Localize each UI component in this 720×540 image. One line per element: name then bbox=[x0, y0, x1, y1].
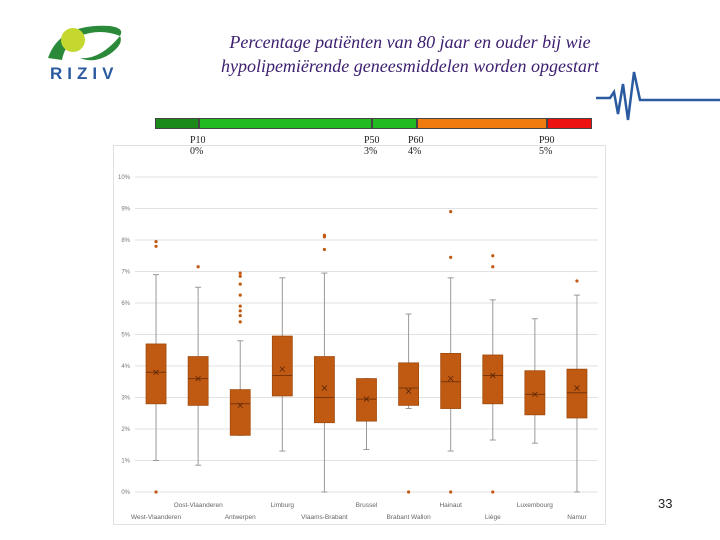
outlier-point bbox=[154, 244, 158, 248]
percentile-label: P90 bbox=[539, 135, 555, 146]
outlier-point bbox=[491, 254, 495, 258]
box bbox=[229, 389, 251, 436]
slide-title-line-2: hypolipemiërende geneesmiddelen worden o… bbox=[220, 56, 600, 76]
percentile-marker-p50: P50 3% bbox=[364, 135, 380, 157]
page-number: 33 bbox=[658, 496, 673, 511]
percentile-band-p50-p60 bbox=[372, 118, 417, 129]
outlier-point bbox=[238, 320, 242, 324]
mean-marker bbox=[279, 366, 286, 372]
outlier-point bbox=[491, 265, 495, 269]
outlier-point bbox=[238, 282, 242, 286]
mean-marker bbox=[405, 388, 412, 394]
y-tick-label: 2% bbox=[121, 427, 130, 433]
outlier-point bbox=[238, 274, 242, 278]
outlier-point bbox=[491, 490, 495, 494]
outlier-point bbox=[196, 265, 200, 269]
mean-marker bbox=[574, 385, 580, 391]
y-tick-label: 5% bbox=[121, 333, 130, 339]
mean-marker bbox=[363, 396, 370, 402]
outlier-point bbox=[154, 490, 158, 494]
outlier-point bbox=[238, 304, 242, 308]
mean-marker bbox=[321, 385, 328, 391]
percentile-value: 3% bbox=[364, 146, 378, 157]
box bbox=[145, 343, 167, 405]
mean-marker bbox=[532, 391, 538, 398]
box bbox=[566, 368, 588, 419]
x-tick-label: Hainaut bbox=[439, 502, 462, 509]
percentile-value: 5% bbox=[539, 146, 553, 157]
outlier-point bbox=[449, 255, 453, 259]
percentile-marker-p90: P90 5% bbox=[539, 135, 555, 157]
box bbox=[398, 362, 419, 406]
box bbox=[440, 352, 462, 409]
outlier-point bbox=[406, 490, 411, 494]
riziv-logo-graphic bbox=[48, 25, 122, 61]
y-tick-label: 3% bbox=[121, 396, 130, 402]
box bbox=[524, 370, 546, 416]
outlier-point bbox=[449, 490, 453, 494]
percentile-label: P50 bbox=[364, 135, 380, 146]
x-tick-label: Namur bbox=[567, 514, 587, 521]
box bbox=[271, 335, 293, 397]
mean-marker bbox=[489, 372, 496, 379]
slide-title-line-1: Percentage patiënten van 80 jaar en oude… bbox=[229, 32, 591, 52]
outlier-point bbox=[154, 239, 158, 244]
chart-frame bbox=[113, 145, 606, 525]
mean-marker bbox=[447, 375, 454, 382]
x-tick-label: Brabant Wallon bbox=[386, 514, 431, 521]
x-tick-label: Limburg bbox=[271, 502, 295, 509]
percentile-value: 0% bbox=[190, 146, 204, 157]
outlier-point bbox=[575, 279, 579, 283]
percentile-band-p10-p50 bbox=[199, 118, 372, 129]
percentile-band-p60-p90 bbox=[417, 118, 547, 129]
x-tick-label: Antwerpen bbox=[225, 514, 256, 521]
y-tick-label: 7% bbox=[121, 270, 130, 276]
box bbox=[482, 354, 504, 405]
box bbox=[356, 378, 377, 422]
percentile-label: P60 bbox=[408, 135, 424, 146]
y-tick-label: 0% bbox=[121, 490, 130, 496]
x-tick-label: West-Vlaanderen bbox=[131, 514, 181, 521]
x-tick-label: Vlaams-Brabant bbox=[301, 514, 348, 521]
logo-swoosh-lower bbox=[80, 36, 121, 61]
y-tick-label: 4% bbox=[121, 364, 130, 370]
y-tick-label: 9% bbox=[121, 207, 130, 213]
boxplot-chart: 0% 1% 2% 3% 4% 5% 6% 7% 8% 9% 10% West-Vlaanderen Oo… bbox=[118, 175, 598, 521]
y-tick-label: 1% bbox=[121, 459, 130, 465]
x-tick-label: Oost-Vlaanderen bbox=[174, 502, 224, 509]
percentile-marker-p10: P10 0% bbox=[190, 135, 206, 157]
mean-marker bbox=[153, 369, 159, 376]
x-tick-label: Luxembourg bbox=[517, 502, 554, 509]
outlier-point bbox=[238, 293, 242, 297]
outlier-point bbox=[322, 247, 327, 252]
y-tick-label: 10% bbox=[118, 175, 131, 181]
box bbox=[314, 356, 335, 424]
mean-marker bbox=[195, 375, 201, 382]
logo-circle bbox=[61, 28, 85, 52]
x-tick-label: Liège bbox=[485, 514, 501, 521]
x-tick-label: Brussel bbox=[356, 502, 378, 509]
mean-marker bbox=[237, 402, 244, 409]
slide-title: Percentage patiënten van 80 jaar en oude… bbox=[170, 30, 650, 78]
percentile-band-p0-p10 bbox=[155, 118, 199, 129]
percentile-band-p90-max bbox=[547, 118, 592, 129]
y-tick-label: 6% bbox=[121, 301, 130, 307]
heartbeat-line-icon bbox=[596, 71, 720, 121]
outlier-point bbox=[322, 233, 327, 237]
y-tick-label: 8% bbox=[121, 238, 130, 244]
outlier-point bbox=[238, 271, 242, 275]
outlier-point bbox=[449, 210, 453, 214]
outlier-point bbox=[238, 314, 242, 318]
percentile-marker-p60: P60 4% bbox=[408, 135, 424, 157]
box bbox=[187, 356, 209, 406]
logo-text: RIZIV bbox=[50, 64, 119, 83]
riziv-logo: RIZIV bbox=[40, 18, 140, 88]
percentile-value: 4% bbox=[408, 146, 422, 157]
percentile-label: P10 bbox=[190, 135, 206, 146]
outlier-point bbox=[238, 309, 242, 313]
